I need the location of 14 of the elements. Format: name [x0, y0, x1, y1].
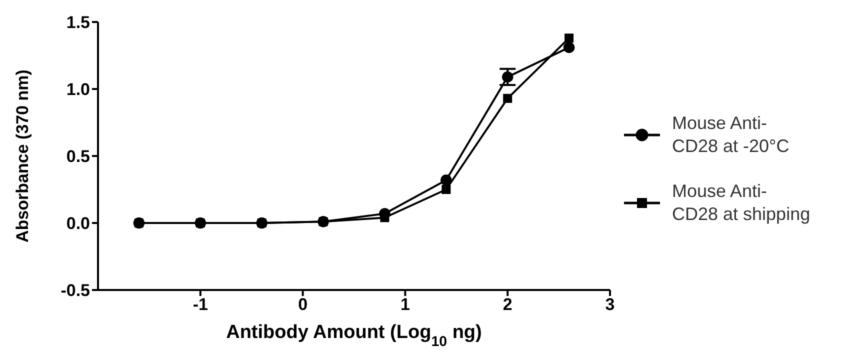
- x-tick-label: 0: [298, 295, 308, 314]
- x-tick-label: 1: [400, 295, 410, 314]
- y-tick-label: 1.5: [66, 13, 90, 32]
- x-tick-label: -1: [192, 295, 208, 314]
- x-tick-label: 2: [502, 295, 512, 314]
- y-axis-title: Absorbance (370 nm): [13, 70, 32, 242]
- legend-label: Mouse Anti-CD28 at shipping: [672, 180, 812, 226]
- y-tick-label: 1.0: [66, 80, 90, 100]
- y-tick-label: 0.0: [66, 214, 90, 234]
- legend-label: Mouse Anti-CD28 at -20°C: [672, 112, 790, 158]
- y-tick-label: -0.5: [60, 281, 90, 300]
- x-axis-title: Antibody Amount (Log$_{10}$ ng): [226, 322, 482, 350]
- x-tick-label: 3: [605, 295, 615, 314]
- y-tick-label: 0.5: [66, 147, 90, 166]
